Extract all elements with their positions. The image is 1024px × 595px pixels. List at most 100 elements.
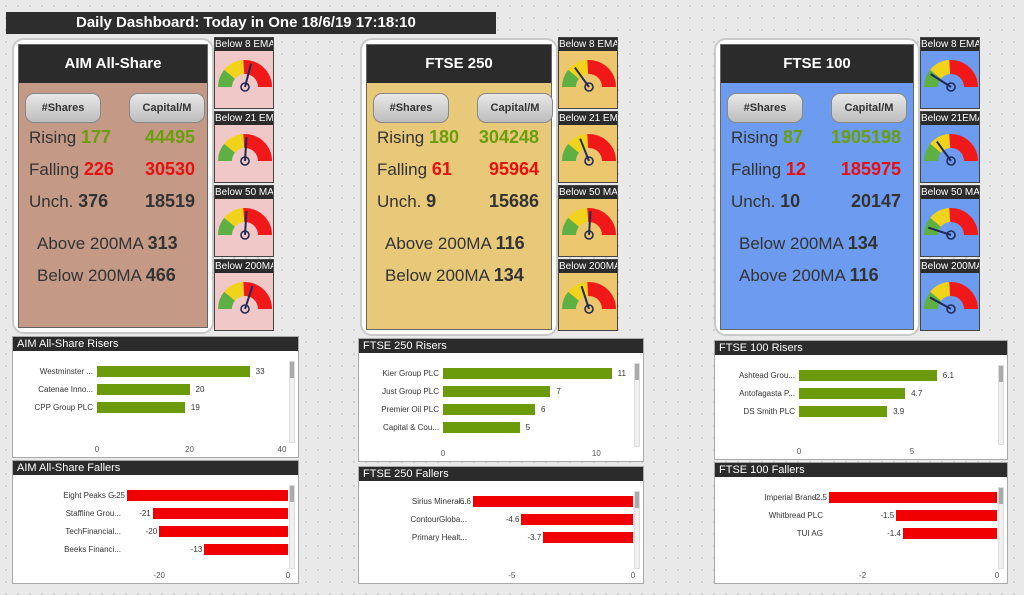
ma-line-1: Above 200MA 116 [385,233,525,254]
gauge-title: Below 50 MA [215,186,273,199]
bar-row[interactable]: Premier Oil PLC 6 [359,403,645,417]
index-title: FTSE 100 [721,45,913,83]
bar-row[interactable]: TechFinancial... -20 [13,525,300,539]
bar-label: Just Group PLC [382,387,439,396]
bar [799,388,906,399]
bar-value: -3.7 [527,533,542,542]
rising-capital-value: 304248 [478,127,539,147]
bar-row[interactable]: Antofagasta P... 4.7 [715,387,1009,401]
shares-pill[interactable]: #Shares [373,93,449,123]
scrollbar-thumb[interactable] [999,366,1003,382]
ma-line-2: Above 200MA 116 [739,265,879,286]
gauge-dial-icon [559,275,617,317]
gauge-title: Below 50 MA [559,186,617,199]
ema-gauge: Below 50 MA [920,185,980,257]
bar-value: -4.6 [505,515,520,524]
bar-label: Antofagasta P... [739,389,795,398]
bar-row[interactable]: DS Smith PLC 3.9 [715,405,1009,419]
bar-value: 20 [195,385,205,394]
unchanged-label: Unch. 9 [377,191,436,212]
bar-row[interactable]: Staffline Grou... -21 [13,507,300,521]
scrollbar-thumb[interactable] [290,486,294,502]
gauge-title: Below 21EMA [921,112,979,125]
bar-label: Primary Healt... [411,533,467,542]
bar [896,510,997,521]
bar-row[interactable]: Capital & Cou... 5 [359,421,645,435]
ma-line-1: Above 200MA 313 [37,233,178,254]
bar-label: ContourGloba... [410,515,467,524]
bar-value: -20 [145,527,158,536]
rising-label: Rising 87 [731,127,803,148]
bar-value: 7 [556,387,561,396]
bar-row[interactable]: TUI AG -1.4 [715,527,1009,541]
unchanged-label: Unch. 10 [731,191,800,212]
ema-gauge: Below 21EMA [920,111,980,183]
bar-label: Imperial Brand... [764,493,823,502]
bar [97,384,190,395]
scrollbar-thumb[interactable] [999,488,1003,504]
capital-pill[interactable]: Capital/M [477,93,553,123]
bar-row[interactable]: Primary Healt... -3.7 [359,531,645,545]
bar-label: CPP Group PLC [34,403,93,412]
scrollbar-thumb[interactable] [635,364,639,380]
ema-gauge: Below 200MA [558,259,618,331]
shares-pill[interactable]: #Shares [727,93,803,123]
bar-label: Premier Oil PLC [381,405,439,414]
bar-value: 4.7 [911,389,923,398]
gauge-dial-icon [559,53,617,95]
bar-label: Capital & Cou... [382,423,439,432]
dashboard-title: Daily Dashboard: Today in One 18/6/19 17… [6,12,496,34]
axis-tick-label: 0 [630,571,636,580]
ema-gauge: Below 200MA [214,259,274,331]
gauge-dial-icon [559,127,617,169]
bar-row[interactable]: CPP Group PLC 19 [13,401,300,415]
scrollbar[interactable] [998,365,1004,445]
bar-row[interactable]: Eight Peaks G... -25 [13,489,300,503]
bar-row[interactable]: Just Group PLC 7 [359,385,645,399]
scrollbar[interactable] [634,363,640,447]
bar-row[interactable]: Imperial Brand... -2.5 [715,491,1009,505]
bar-row[interactable]: Westminster ... 33 [13,365,300,379]
capital-pill[interactable]: Capital/M [129,93,205,123]
fallers-title: FTSE 250 Fallers [359,467,643,481]
bar-row[interactable]: ContourGloba... -4.6 [359,513,645,527]
scrollbar[interactable] [634,491,640,569]
scrollbar[interactable] [289,361,295,443]
ma-line-2-value: 116 [849,265,879,285]
bar-row[interactable]: Kier Group PLC 11 [359,367,645,381]
bar-label: Sirius Mineral... [411,497,467,506]
rising-shares-value: 177 [80,127,112,147]
scrollbar-thumb[interactable] [290,362,294,378]
ema-gauge: Below 200MA [920,259,980,331]
bar [543,532,633,543]
index-card-body: FTSE 100 #Shares Capital/M Rising 87 1905198… [720,44,914,330]
gauge-title: Below 8 EMA [215,38,273,51]
bar [799,406,888,417]
rising-capital-value: 1905198 [830,127,901,147]
bar-row[interactable]: Catenae Inno... 20 [13,383,300,397]
bar-label: Eight Peaks G... [63,491,121,500]
rising-label-text: Rising [29,128,77,147]
scrollbar-thumb[interactable] [635,492,639,508]
fallers-panel: FTSE 100 Fallers Imperial Brand... -2.5 Whi… [714,462,1008,584]
bar-row[interactable]: Beeks Financi... -13 [13,543,300,557]
gauge-dial-icon [921,53,979,95]
bar-value: -1.4 [887,529,901,538]
bar-row[interactable]: Whitbread PLC -1.5 [715,509,1009,523]
ma-line-2-value: 466 [145,265,176,285]
ma-line-2: Below 200MA 134 [385,265,524,286]
unchanged-shares-value: 9 [426,191,437,211]
gauge-title: Below 21 EMA [559,112,617,125]
bar-label: TUI AG [796,529,823,538]
shares-pill[interactable]: #Shares [25,93,101,123]
bar-row[interactable]: Sirius Mineral... -6.6 [359,495,645,509]
bar [829,492,997,503]
scrollbar[interactable] [998,487,1004,569]
bar-row[interactable]: Ashtead Grou... 6.1 [715,369,1009,383]
falling-capital-value: 185975 [840,159,901,179]
risers-panel: FTSE 100 Risers Ashtead Grou... 6.1 Antofag… [714,340,1008,460]
scrollbar[interactable] [289,485,295,569]
ma-line-1: Below 200MA 134 [739,233,878,254]
capital-pill[interactable]: Capital/M [831,93,907,123]
bar-value: 6 [541,405,546,414]
